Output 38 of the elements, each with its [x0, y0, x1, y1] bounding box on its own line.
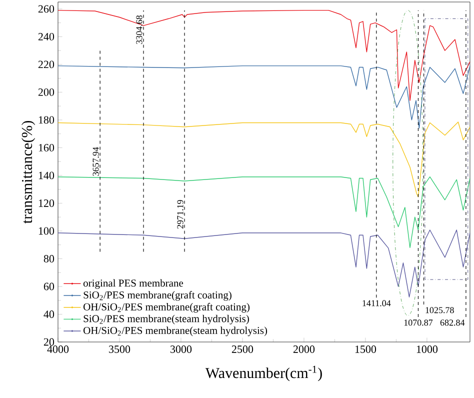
- y-tick-label: 240: [38, 32, 54, 40]
- y-tick-label: 40: [44, 310, 54, 318]
- ref-line-label: 1411.04: [362, 300, 391, 306]
- y-tick-label: 140: [38, 172, 54, 180]
- legend-label: original PES membrane: [83, 279, 184, 289]
- ref-line-label: 1025.78: [426, 307, 454, 314]
- y-tick-label: 200: [38, 88, 54, 96]
- y-tick-label: 60: [44, 282, 54, 290]
- line-series: [58, 122, 470, 198]
- x-axis-title: Wavenumber(cm$^{-1}$): [205, 366, 322, 382]
- line-series: [58, 176, 470, 248]
- legend-label: SiO$_{2}$/PES membrane(graft coating): [84, 291, 232, 301]
- x-tick-label: 2000: [293, 346, 315, 353]
- legend-label: SiO$_{2}$/PES membrane(steam hydrolysis): [84, 314, 249, 324]
- ref-line-label: 2971.19: [177, 200, 184, 229]
- y-tick-label: 100: [38, 227, 54, 235]
- y-tick-label: 220: [38, 60, 54, 68]
- x-tick-label: 3000: [170, 346, 192, 353]
- line-series: [58, 10, 470, 101]
- y-axis-title: transmittance(%): [22, 120, 36, 224]
- x-tick-label: 2500: [232, 346, 254, 353]
- ref-line-label: 1070.87: [404, 320, 433, 326]
- x-tick-label: 4000: [47, 346, 69, 353]
- ref-line-label: 682.84: [440, 320, 465, 326]
- ref-line-label: 3304.68: [136, 15, 142, 44]
- y-tick-label: 180: [38, 116, 54, 124]
- x-tick-label: 3500: [109, 346, 130, 353]
- ref-line-label: 3657.94: [92, 147, 99, 176]
- y-tick-label: 80: [44, 255, 54, 262]
- y-tick-label: 160: [38, 144, 54, 152]
- y-tick-label: 120: [38, 200, 54, 207]
- legend-label: OH/SiO$_{2}$/PES membrane(graft coating): [84, 302, 250, 313]
- x-tick-label: 1000: [416, 346, 438, 353]
- x-tick-label: 1500: [355, 346, 376, 353]
- y-tick-label: 20: [44, 338, 54, 346]
- y-tick-label: 260: [38, 5, 54, 13]
- line-series: [58, 65, 470, 129]
- legend-label: OH/SiO$_{2}$/PES membrane(steam hydrolysis): [84, 326, 268, 336]
